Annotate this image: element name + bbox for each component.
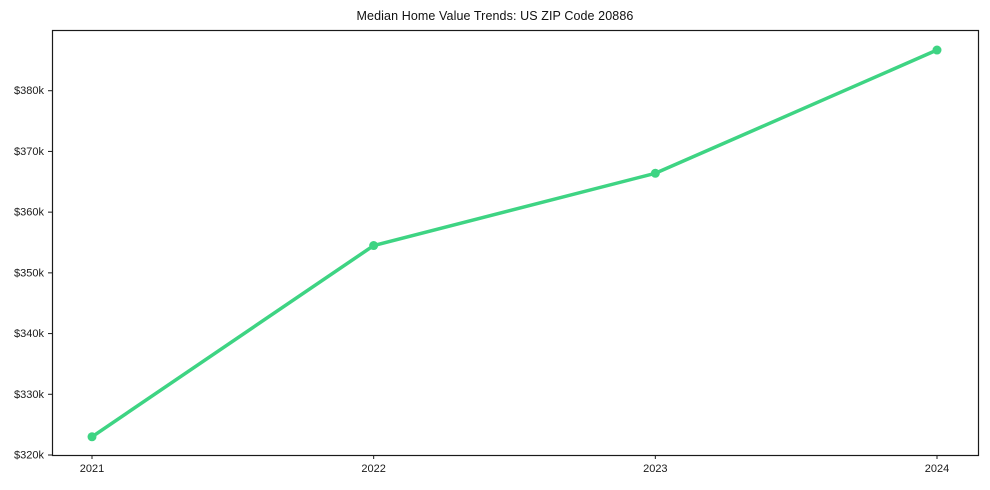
- y-tick-label: $350k: [14, 267, 44, 279]
- data-point-marker: [932, 45, 942, 55]
- y-tick-label: $330k: [14, 389, 44, 401]
- chart-title: Median Home Value Trends: US ZIP Code 20…: [356, 9, 634, 23]
- data-point-marker: [87, 432, 97, 442]
- data-point-marker: [369, 241, 379, 251]
- x-tick-label: 2024: [925, 463, 949, 475]
- y-tick-label: $360k: [14, 207, 44, 219]
- y-tick-label: $320k: [14, 450, 44, 462]
- plot-border: [51, 29, 980, 457]
- data-point-marker: [650, 168, 660, 178]
- x-tick-label: 2023: [643, 463, 667, 475]
- y-tick-label: $340k: [14, 328, 44, 340]
- y-tick-label: $370k: [14, 146, 44, 158]
- x-tick-label: 2022: [361, 463, 385, 475]
- y-tick-label: $380k: [14, 85, 44, 97]
- trend-line: [90, 48, 939, 439]
- x-tick-label: 2021: [80, 463, 104, 475]
